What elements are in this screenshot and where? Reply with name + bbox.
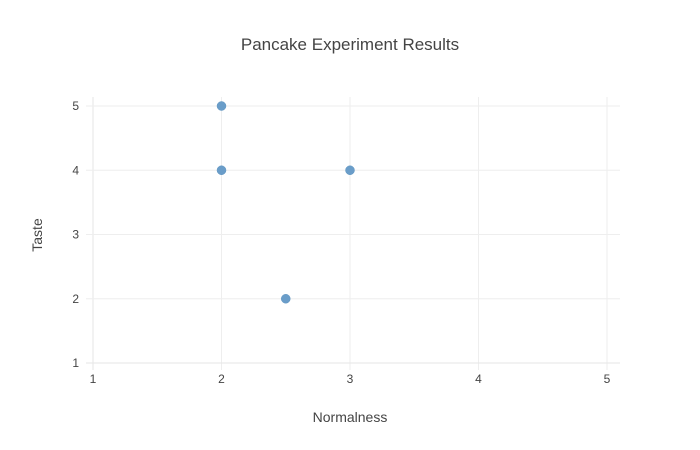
x-tick-label: 3 — [347, 372, 354, 386]
y-tick-label: 5 — [72, 99, 79, 113]
scatter-point — [216, 165, 227, 175]
x-tick-label: 1 — [90, 372, 97, 386]
y-tick-label: 2 — [72, 292, 79, 306]
grid-layer — [86, 97, 620, 370]
y-axis-title: Taste — [29, 218, 45, 252]
scatter-point — [281, 294, 291, 304]
y-tick-label: 1 — [72, 356, 79, 370]
point-layer — [216, 101, 355, 304]
scatter-point — [216, 101, 227, 111]
x-tick-label: 4 — [475, 372, 482, 386]
x-axis-title: Normalness — [313, 409, 388, 425]
chart-title: Pancake Experiment Results — [241, 35, 459, 54]
y-tick-label: 3 — [72, 228, 79, 242]
x-tick-label: 2 — [218, 372, 225, 386]
y-tick-label: 4 — [72, 163, 79, 177]
x-tick-label: 5 — [604, 372, 611, 386]
axis-layer: 1 2 3 4 5 1 2 3 4 5 — [72, 99, 610, 386]
scatter-point — [345, 165, 355, 175]
